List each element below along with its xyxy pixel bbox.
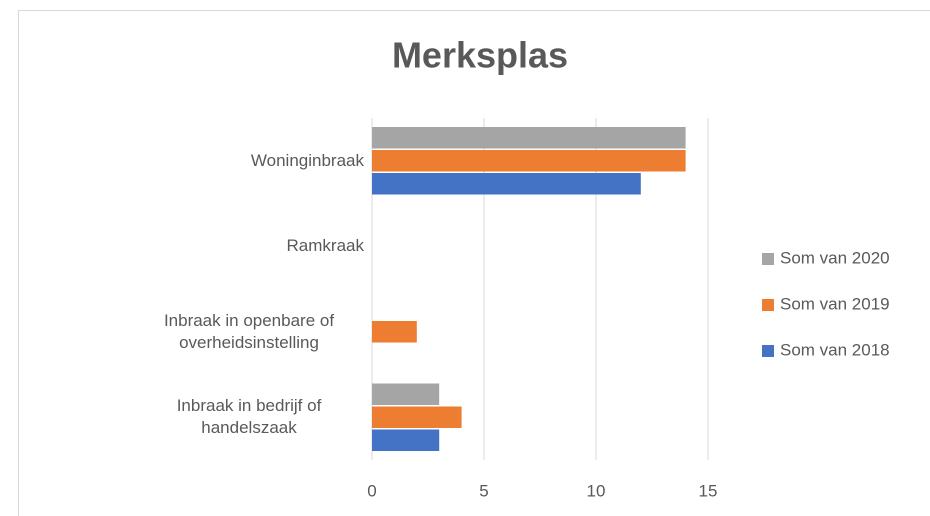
x-tick-label: 5 bbox=[479, 481, 488, 500]
legend-swatch bbox=[762, 253, 774, 265]
y-tick-label: Inbraak in openbare of overheidsinstelli… bbox=[163, 310, 335, 352]
bar bbox=[372, 173, 641, 195]
legend-swatch bbox=[762, 299, 774, 311]
bar bbox=[372, 127, 686, 149]
x-tick-label: 15 bbox=[699, 481, 718, 500]
y-tick-label: Inbraak in bedrijf of handelszaak bbox=[176, 396, 322, 438]
chart-border bbox=[18, 10, 930, 516]
y-tick-label: Woninginbraak bbox=[250, 150, 364, 170]
legend-swatch bbox=[762, 345, 774, 357]
bar bbox=[372, 321, 417, 343]
bar bbox=[372, 383, 440, 405]
y-tick-label: Ramkraak bbox=[286, 236, 364, 256]
chart-title: Merksplas bbox=[392, 35, 568, 76]
legend-label: Som van 2018 bbox=[780, 340, 890, 359]
legend-label: Som van 2019 bbox=[780, 294, 890, 313]
bar bbox=[372, 150, 686, 172]
legend-label: Som van 2020 bbox=[780, 248, 890, 267]
x-tick-label: 10 bbox=[587, 481, 606, 500]
bar bbox=[372, 429, 440, 451]
x-tick-label: 0 bbox=[367, 481, 376, 500]
bar bbox=[372, 406, 462, 428]
